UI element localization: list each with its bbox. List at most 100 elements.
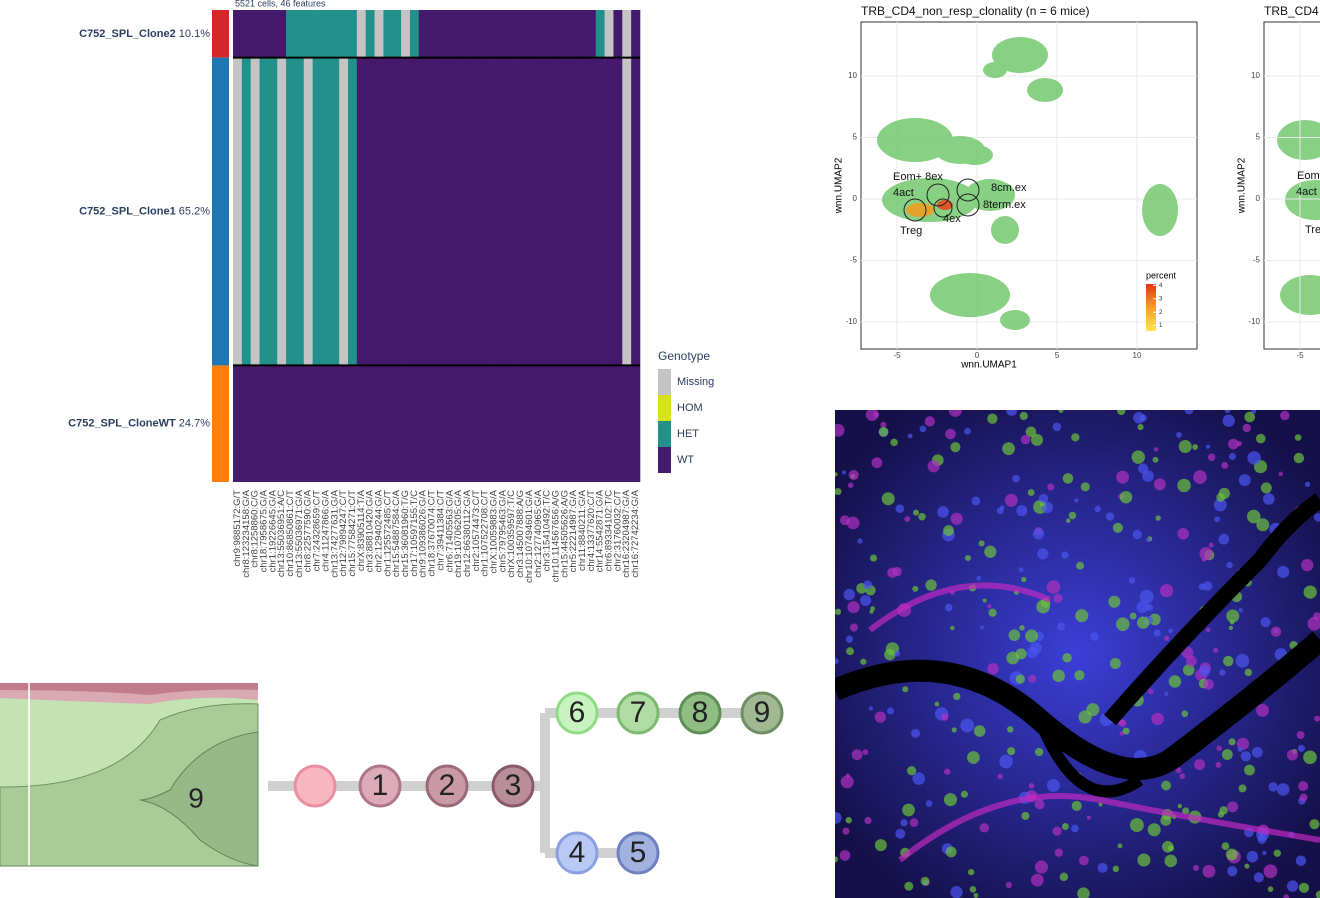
tissue-cell [1117, 410, 1126, 416]
tissue-cell [999, 754, 1013, 769]
feature-label: chr1:107522708:C/T [480, 490, 491, 577]
heatmap-cell [498, 10, 508, 58]
tissue-cell [987, 413, 998, 424]
feature-label: chr13:55036951:A/C [276, 490, 287, 577]
tissue-cell [1314, 715, 1320, 722]
tissue-cell [1238, 784, 1247, 793]
tissue-cell [969, 886, 977, 893]
heatmap-cell [303, 365, 313, 482]
clone-percent: 10.1% [179, 28, 210, 40]
cluster-label: 4ex [943, 213, 961, 225]
tissue-cell [1132, 529, 1142, 540]
tissue-cell [1059, 872, 1069, 882]
tissue-cell [1278, 471, 1283, 476]
heatmap-cell [516, 10, 526, 58]
legend-title: Genotype [658, 349, 710, 363]
tissue-cell [1237, 746, 1243, 752]
tissue-cell [870, 606, 876, 611]
tissue-cell [1002, 442, 1015, 456]
heatmap-cell [445, 10, 455, 58]
tissue-cell [868, 706, 874, 711]
tissue-cell [950, 625, 955, 631]
tissue-cell [842, 827, 850, 835]
tissue-cell [1129, 818, 1144, 833]
heatmap-cell [586, 57, 597, 366]
tissue-cell [846, 516, 860, 530]
heatmap-cell [418, 57, 428, 366]
tissue-cell [847, 601, 860, 614]
tissue-cell [909, 818, 919, 827]
heatmap-cell [401, 10, 411, 58]
tissue-cell [1181, 710, 1189, 718]
heatmap-cell [578, 365, 588, 482]
legend-label: Missing [677, 376, 714, 388]
tissue-cell [1071, 433, 1080, 442]
tissue-cell [1227, 438, 1239, 450]
feature-label: chr16:72742234:G/A [630, 489, 641, 577]
tissue-cell [1020, 434, 1031, 445]
tissue-cell [1298, 781, 1309, 792]
tissue-cell [1251, 410, 1257, 414]
heatmap-cell [524, 57, 535, 366]
heatmap-cell [516, 57, 526, 366]
tissue-cell [1074, 670, 1085, 681]
tissue-cell [960, 718, 975, 733]
tissue-cell [1090, 632, 1099, 641]
tissue-cell [1179, 773, 1186, 780]
tissue-cell [1223, 655, 1234, 667]
tissue-cell [1062, 653, 1072, 663]
heatmap-cell [303, 10, 313, 58]
tissue-cell [912, 509, 920, 516]
tissue-cell [1286, 880, 1299, 892]
tissue-cell [840, 775, 854, 789]
tissue-cell [1155, 515, 1161, 521]
feature-label: chr10:86850861:C/T [285, 490, 296, 577]
tissue-cell [1129, 612, 1137, 620]
tissue-cell [1202, 864, 1216, 878]
tissue-cell [1057, 622, 1066, 631]
tissue-cell [1160, 583, 1174, 598]
tissue-cell [1280, 410, 1290, 421]
feature-label: chr15:54887584:C/A [391, 489, 402, 577]
tissue-cell [835, 812, 842, 824]
cell-clusters [877, 37, 1178, 330]
heatmap-cell [259, 10, 269, 58]
tissue-cell [1304, 481, 1311, 487]
tissue-cell [1053, 593, 1063, 603]
feature-label: chr2:127740965:G/A [533, 489, 544, 577]
tissue-cell [1018, 567, 1024, 573]
heatmap-cell [604, 365, 614, 482]
feature-label: chr15:77584271:C/T [347, 490, 358, 577]
feature-label: chrX:100359597:T/C [506, 490, 517, 578]
tissue-cell [1246, 509, 1261, 524]
tissue-cell [841, 470, 847, 475]
clone-label: C752_SPL_Clone2 10.1% [79, 28, 210, 40]
tissue-cell [1222, 414, 1235, 427]
heatmap-cell [489, 365, 499, 482]
heatmap-cell [586, 365, 597, 482]
tissue-cell [1122, 727, 1130, 735]
tissue-cell [835, 423, 845, 437]
legend-swatch [658, 421, 671, 447]
heatmap-cell [339, 57, 349, 366]
tissue-cell [1202, 581, 1213, 591]
tissue-cell [1218, 533, 1230, 545]
heatmap-cell [480, 57, 490, 366]
tissue-cell [1267, 886, 1274, 892]
hot-cells [906, 200, 953, 217]
heatmap-cell [250, 365, 260, 482]
heatmap-cell [312, 365, 322, 482]
tissue-cell [1016, 505, 1028, 517]
tissue-cell [1136, 600, 1149, 614]
tissue-cell [1071, 824, 1079, 833]
tissue-cell [845, 817, 852, 824]
tissue-cell [1178, 439, 1192, 454]
tissue-cell [1221, 749, 1233, 761]
tissue-cell [860, 595, 872, 607]
tissue-cell [1226, 561, 1233, 569]
heatmap-cell [507, 57, 517, 366]
feature-label: chr8:22577590:G/A [303, 489, 314, 572]
cluster-label: 4act [1296, 186, 1317, 198]
heatmap-cell [294, 10, 305, 58]
tissue-cell [1061, 823, 1069, 830]
